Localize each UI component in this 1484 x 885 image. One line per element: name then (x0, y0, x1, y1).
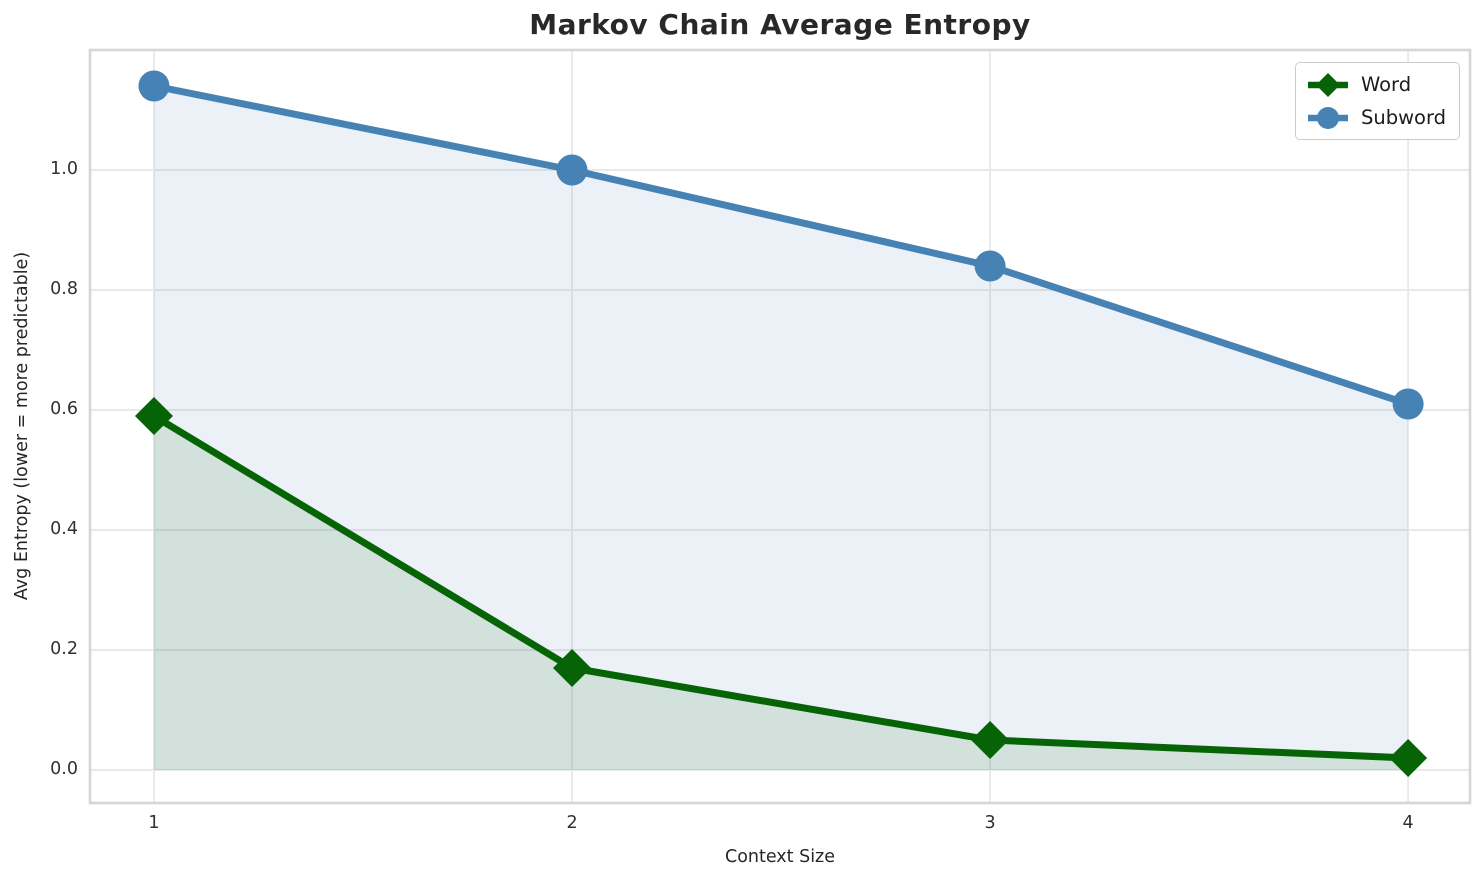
x-axis-label: Context Size (724, 847, 836, 867)
chart-title: Markov Chain Average Entropy (529, 8, 1031, 41)
word-point-1 (134, 397, 173, 435)
plot-border (88, 48, 1472, 805)
y-tick-label-0.8: 0.8 (50, 279, 78, 299)
legend-item-subword: Subword (1305, 101, 1446, 134)
x-tick-label-1: 1 (148, 813, 160, 833)
legend-label-word: Word (1360, 73, 1412, 96)
x-tick-label-3: 3 (984, 813, 996, 833)
word-point-3 (971, 721, 1010, 759)
y-axis-label: Avg Entropy (lower = more predictable) (12, 251, 32, 601)
y-tick-label-0.2: 0.2 (50, 639, 78, 659)
subword-area-fill (153, 86, 1409, 770)
word-point-2 (553, 649, 592, 687)
y-tick-label-0.0: 0.0 (50, 759, 78, 779)
y-tick-label-0.6: 0.6 (50, 399, 78, 419)
word-diamond-marker-icon (1307, 72, 1348, 97)
word-line (150, 412, 1412, 762)
word-area-fill (153, 416, 1409, 770)
y-tick-label-0.4: 0.4 (50, 519, 78, 539)
word-point-4 (1389, 739, 1428, 777)
subword-point-3 (974, 250, 1006, 282)
subword-point-1 (138, 70, 170, 102)
x-tick-label-2: 2 (566, 813, 578, 833)
subword-point-2 (556, 154, 588, 186)
legend-item-word: Word (1305, 68, 1446, 101)
x-tick-label-4: 4 (1402, 813, 1414, 833)
y-tick-label-1.0: 1.0 (50, 159, 78, 179)
legend: Word Subword (1294, 62, 1460, 140)
subword-point-4 (1392, 388, 1424, 420)
legend-label-subword: Subword (1360, 106, 1446, 129)
subword-circle-marker-icon (1307, 106, 1348, 129)
subword-line (150, 82, 1412, 408)
